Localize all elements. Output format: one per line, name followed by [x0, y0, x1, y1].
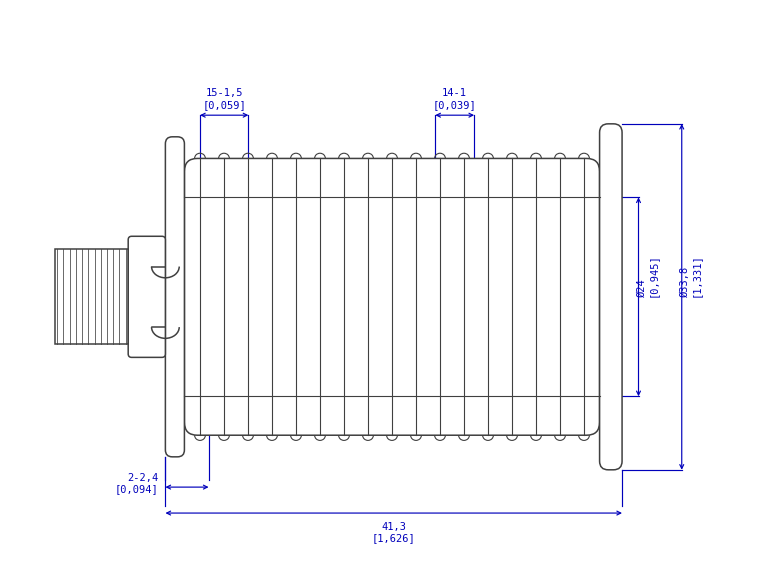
FancyBboxPatch shape [184, 159, 600, 435]
Bar [55, 249, 129, 345]
Text: 41,3
[1,626]: 41,3 [1,626] [372, 522, 416, 543]
Text: Ø24
[0,945]: Ø24 [0,945] [637, 253, 658, 297]
Text: 14-1
[0,039]: 14-1 [0,039] [433, 88, 477, 110]
Text: 15-1,5
[0,059]: 15-1,5 [0,059] [202, 88, 246, 110]
Text: 2-2,4
[0,094]: 2-2,4 [0,094] [114, 473, 158, 494]
FancyBboxPatch shape [129, 236, 165, 357]
Text: Ø33,8
[1,331]: Ø33,8 [1,331] [680, 253, 701, 297]
FancyBboxPatch shape [165, 137, 184, 457]
FancyBboxPatch shape [600, 124, 622, 470]
